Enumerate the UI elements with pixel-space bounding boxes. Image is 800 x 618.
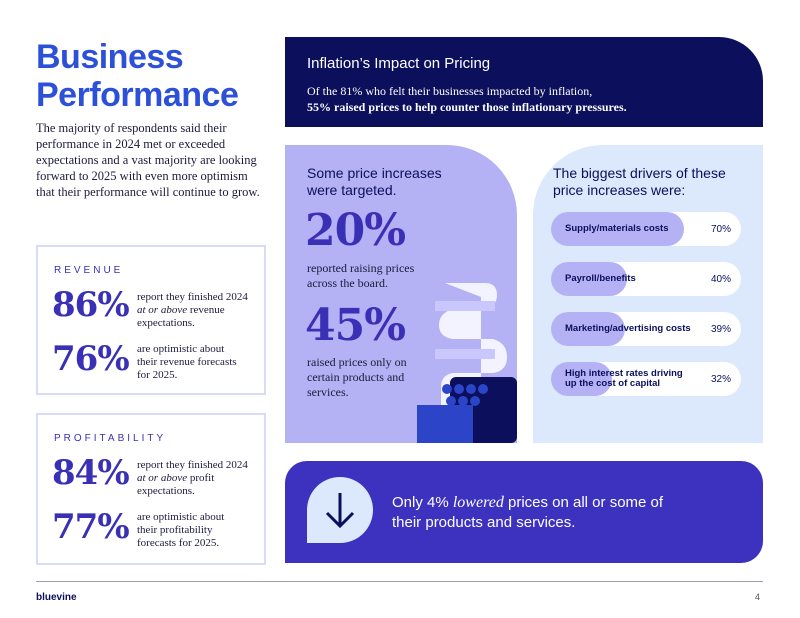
stat-text: report they finished 2024 at or above pr… — [137, 459, 257, 498]
driver-value: 32% — [710, 373, 731, 385]
driver-bar — [551, 262, 627, 296]
text: revenue expectations. — [137, 304, 225, 329]
driver-track: High interest rates driving up the cost … — [551, 362, 741, 396]
footer-rule — [36, 581, 763, 582]
keys — [442, 384, 488, 406]
stat-text: report they finished 2024 at or above re… — [137, 291, 257, 330]
intro: The majority of respondents said their p… — [36, 121, 260, 199]
text: at or above — [137, 304, 188, 316]
driver-value: 40% — [710, 273, 731, 285]
brand: bluevine — [36, 592, 77, 603]
driver-track: Payroll/benefits 40% — [551, 262, 741, 296]
stat: 76% — [52, 339, 130, 379]
text: lowered — [452, 494, 504, 511]
card-label: REVENUE — [54, 265, 124, 276]
stat-text: are optimistic about their revenue forec… — [137, 343, 237, 381]
profitability-card: PROFITABILITY 84% report they finished 2… — [36, 413, 266, 565]
banner-title: Inflation’s Impact on Pricing — [307, 55, 491, 72]
panel-title: The biggest drivers of these price incre… — [553, 165, 726, 198]
text: profit expectations. — [137, 472, 215, 497]
inflation-banner: Inflation’s Impact on Pricing Of the 81%… — [285, 37, 763, 127]
lowered-text: Only 4% lowered prices on all or some of… — [392, 493, 682, 533]
stat: 86% — [52, 285, 130, 325]
down-icon — [307, 477, 373, 543]
stat: 20% — [305, 205, 406, 256]
driver-track: Supply/materials costs 70% — [551, 212, 741, 246]
driver-value: 39% — [710, 323, 731, 335]
text: prices on all or some of their products … — [392, 494, 664, 531]
card-label: PROFITABILITY — [54, 433, 167, 444]
targeted-panel: Some price increases were targeted. 20% … — [285, 145, 517, 443]
driver-label: High interest rates driving up the cost … — [565, 368, 683, 389]
driver-bar — [551, 212, 684, 246]
text: report they finished 2024 — [137, 291, 248, 303]
text: Of the 81% who felt their businesses imp… — [307, 84, 593, 98]
driver-label: Supply/materials costs — [565, 223, 669, 234]
driver-bar — [551, 312, 626, 346]
text: Only 4% — [392, 494, 453, 511]
register-base — [417, 405, 473, 443]
driver-label: Payroll/benefits — [565, 273, 636, 284]
banner-text: Of the 81% who felt their businesses imp… — [307, 83, 727, 115]
page-number: 4 — [755, 592, 761, 602]
stat: 45% — [305, 300, 406, 351]
stripe — [435, 301, 495, 311]
drivers-panel: The biggest drivers of these price incre… — [533, 145, 763, 443]
stripe — [435, 349, 495, 359]
arrow — [325, 493, 355, 529]
text: at or above — [137, 472, 188, 484]
text: report they finished 2024 — [137, 459, 248, 471]
page-title: Business Performance — [36, 38, 239, 114]
lowered-banner: Only 4% lowered prices on all or some of… — [285, 461, 763, 563]
stat-text: raised prices only on certain products a… — [307, 355, 407, 399]
driver-label: Marketing/advertising costs — [565, 323, 691, 334]
driver-bar — [551, 362, 612, 396]
stat-text: reported raising prices across the board… — [307, 261, 415, 290]
driver-track: Marketing/advertising costs 39% — [551, 312, 741, 346]
text: 55% raised prices to help counter those … — [307, 100, 627, 114]
stat-text: are optimistic about their profitability… — [137, 511, 225, 549]
illustration — [417, 283, 517, 443]
driver-value: 70% — [710, 223, 731, 235]
stat: 77% — [52, 507, 130, 547]
stat: 84% — [52, 453, 130, 493]
revenue-card: REVENUE 86% report they finished 2024 at… — [36, 245, 266, 395]
panel-title: Some price increases were targeted. — [307, 165, 442, 198]
